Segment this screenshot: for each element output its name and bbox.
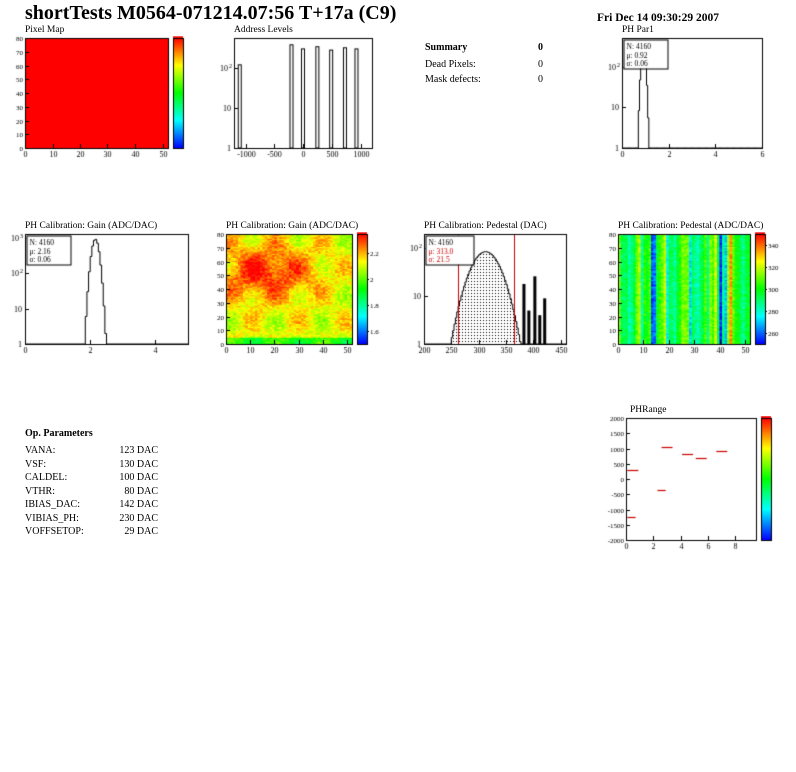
summary-value: 0 [538,42,543,53]
param-label: VOFFSETOP: [25,526,84,537]
param-label: IBIAS_DAC: [25,499,81,510]
param-label: VSF: [25,458,47,470]
pedestal-hist-panel: PH Calibration: Pedestal (DAC) [398,220,572,358]
op-parameters-block: Op. Parameters VANA: 123 DAC VSF: 130 DAC … [25,428,158,539]
gain-map-title: PH Calibration: Gain (ADC/DAC) [226,221,359,231]
op-parameters-title: Op. Parameters [25,428,93,439]
dead-pixels-value: 0 [538,59,543,70]
param-value: 142 DAC [119,499,158,510]
pedestal-map-chart [592,232,796,358]
param-value: 29 DAC [124,526,158,537]
ph-par1-chart [596,36,770,162]
param-value: 130 DAC [119,458,158,470]
param-value: 230 DAC [119,512,158,524]
pedestal-map-panel: PH Calibration: Pedestal (ADC/DAC) [592,220,796,358]
param-value: 100 DAC [119,472,158,483]
pixel-map-panel: Pixel Map [0,24,200,162]
address-levels-panel: Address Levels [210,24,378,162]
pedestal-map-title: PH Calibration: Pedestal (ADC/DAC) [618,221,764,231]
address-levels-chart [210,36,378,162]
gain-hist-chart [0,232,200,358]
phrange-chart [596,416,796,554]
gain-hist-panel: PH Calibration: Gain (ADC/DAC) [0,220,200,358]
pedestal-hist-title: PH Calibration: Pedestal (DAC) [424,221,547,231]
address-levels-title: Address Levels [234,25,293,35]
summary-block: Summary 0 Dead Pixels: 0 Mask defects: 0 [425,42,543,89]
param-value: 80 DAC [124,485,158,497]
dead-pixels-label: Dead Pixels: [425,59,476,70]
param-value: 123 DAC [119,445,158,456]
pixel-map-title: Pixel Map [25,25,65,35]
ph-par1-panel: PH Par1 [596,24,770,162]
param-label: VIBIAS_PH: [25,512,79,524]
ph-par1-title: PH Par1 [622,25,654,35]
summary-label: Summary [425,42,468,53]
mask-defects-value: 0 [538,74,543,85]
pixel-map-chart [0,36,200,162]
phrange-panel: PHRange [596,404,796,554]
param-label: VANA: [25,445,56,456]
gain-map-panel: PH Calibration: Gain (ADC/DAC) [200,220,382,358]
param-label: CALDEL: [25,472,68,483]
timestamp: Fri Dec 14 09:30:29 2007 [597,12,719,24]
mask-defects-label: Mask defects: [425,74,481,85]
gain-map-chart [200,232,382,358]
page-title: shortTests M0564-071214.07:56 T+17a (C9) [25,2,397,24]
gain-hist-title: PH Calibration: Gain (ADC/DAC) [25,221,158,231]
param-label: VTHR: [25,485,55,497]
pedestal-hist-chart [398,232,572,358]
phrange-title: PHRange [630,405,667,415]
